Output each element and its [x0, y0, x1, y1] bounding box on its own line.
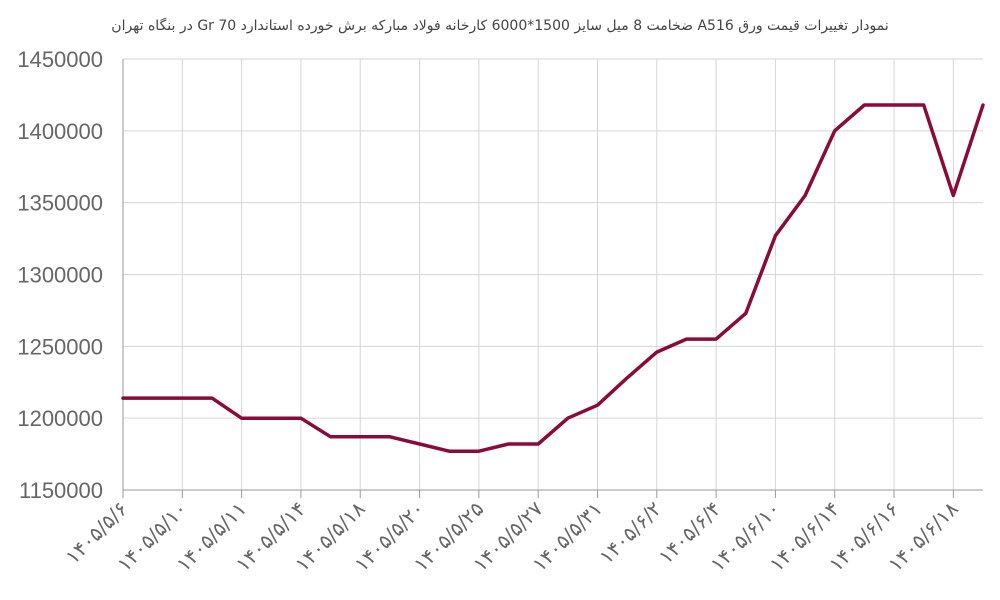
data-point — [922, 103, 926, 107]
data-point — [418, 442, 422, 446]
data-point — [358, 435, 362, 439]
y-tick-label: 1350000 — [17, 191, 103, 216]
chart-title: نمودار تغییرات قیمت ورق A516 ضخامت 8 میل… — [111, 18, 889, 34]
y-tick-label: 1400000 — [17, 119, 103, 144]
y-tick-label: 1450000 — [17, 47, 103, 72]
data-point — [684, 337, 688, 341]
data-point — [240, 416, 244, 420]
axes — [122, 59, 983, 498]
data-point — [507, 442, 511, 446]
data-point — [862, 103, 866, 107]
y-tick-label: 1150000 — [19, 478, 103, 503]
data-point — [981, 103, 985, 107]
data-point — [210, 396, 214, 400]
data-point — [951, 193, 955, 197]
data-point — [329, 435, 333, 439]
data-point — [803, 193, 807, 197]
y-tick-label: 1200000 — [17, 406, 103, 431]
data-point — [833, 129, 837, 133]
data-point — [744, 311, 748, 315]
data-point — [388, 435, 392, 439]
x-tick-label: ۱۴۰۵/۶/۲ — [594, 497, 666, 569]
data-point — [595, 403, 599, 407]
data-point — [536, 442, 540, 446]
data-point — [625, 376, 629, 380]
data-point — [477, 449, 481, 453]
y-tick-label: 1300000 — [17, 263, 103, 288]
grid — [123, 58, 983, 490]
data-point — [269, 416, 273, 420]
data-point — [180, 396, 184, 400]
series-layer — [121, 103, 985, 453]
data-point — [121, 396, 125, 400]
tick-labels: 1150000 1200000 1250000 1300000 1350000 14000… — [17, 47, 963, 576]
series-line — [121, 103, 985, 453]
data-point — [566, 416, 570, 420]
data-point — [655, 350, 659, 354]
data-point — [773, 234, 777, 238]
data-point — [714, 337, 718, 341]
data-point — [892, 103, 896, 107]
data-point — [151, 396, 155, 400]
y-tick-label: 1250000 — [17, 334, 103, 359]
data-point — [447, 449, 451, 453]
data-point — [299, 416, 303, 420]
